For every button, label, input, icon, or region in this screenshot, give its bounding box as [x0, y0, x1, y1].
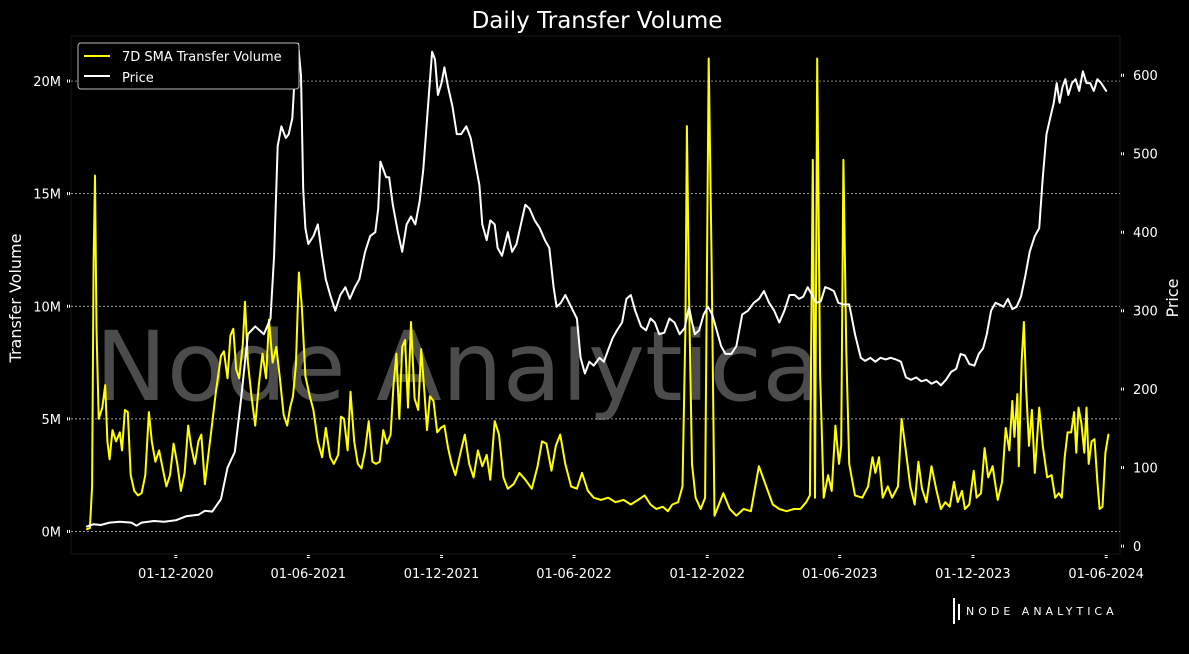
right-y-axis: 0 100 200 300 400 500 600	[1121, 69, 1158, 555]
legend-label-volume: 7D SMA Transfer Volume	[122, 50, 282, 65]
y-tick-label-left: 10M	[33, 300, 61, 315]
right-axis-title: Price	[1163, 278, 1182, 317]
x-tick-label: 01-12-2022	[669, 567, 745, 582]
left-axis-title: Transfer Volume	[6, 234, 25, 364]
gridlines	[71, 80, 1120, 532]
y-tick-label-left: 0M	[42, 525, 62, 540]
y-tick-label-right: 100	[1133, 462, 1158, 477]
y-tick-label-right: 600	[1133, 69, 1158, 84]
left-y-axis: 0M 5M 10M 15M 20M	[33, 75, 70, 540]
brand-name: NODE ANALYTICA	[966, 605, 1118, 618]
x-tick-label: 01-06-2022	[536, 567, 612, 582]
series-layer	[86, 42, 1110, 531]
x-tick-label: 01-06-2024	[1068, 567, 1144, 582]
series-line-transfer-volume	[86, 57, 1110, 531]
y-tick-label-right: 400	[1133, 226, 1158, 241]
series-line-price	[86, 42, 1108, 528]
y-tick-label-right: 500	[1133, 148, 1158, 163]
y-tick-label-right: 0	[1133, 540, 1141, 555]
x-tick-label: 01-06-2021	[271, 567, 347, 582]
plot-area-frame	[70, 35, 1121, 555]
x-axis: 01-12-2020 01-06-2021 01-12-2021 01-06-2022…	[138, 555, 1144, 582]
x-tick-label: 01-12-2021	[404, 567, 480, 582]
chart-title: Daily Transfer Volume	[472, 8, 723, 34]
legend-box	[77, 42, 300, 90]
y-tick-label-left: 20M	[33, 75, 61, 90]
x-tick-label: 01-12-2020	[138, 567, 214, 582]
x-tick-label: 01-12-2023	[935, 567, 1011, 582]
brand-logo: NODE ANALYTICA	[953, 598, 1118, 624]
brand-logo-bar	[953, 598, 955, 624]
legend-label-price: Price	[122, 71, 154, 86]
x-tick-label: 01-06-2023	[802, 567, 878, 582]
brand-logo-bar	[958, 604, 960, 620]
y-tick-label-right: 300	[1133, 305, 1158, 320]
y-tick-label-left: 5M	[42, 413, 62, 428]
y-tick-label-left: 15M	[33, 188, 61, 203]
legend: 7D SMA Transfer Volume Price	[77, 42, 300, 90]
y-tick-label-right: 200	[1133, 383, 1158, 398]
